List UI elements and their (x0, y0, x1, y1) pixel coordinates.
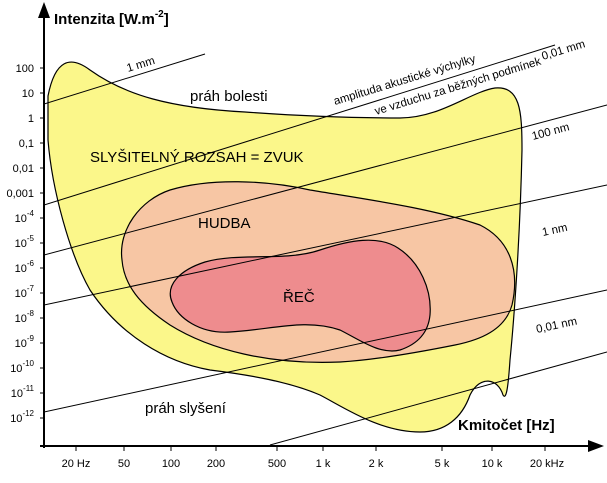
y-tick-labels: 100 10 1 0,1 0,01 0,001 10-4 10-5 10-6 1… (6, 63, 34, 425)
x-tick-label: 1 k (316, 458, 331, 470)
y-tick-label: 0,1 (19, 138, 34, 150)
y-tick-label: 1 (28, 113, 34, 125)
audible-range-label: SLYŠITELNÝ ROZSAH = ZVUK (90, 149, 304, 166)
speech-region (169, 239, 431, 352)
iso-label-0-01nm: 0,01 nm (535, 316, 578, 336)
music-label: HUDBA (198, 215, 251, 232)
x-tick-label: 10 k (482, 458, 503, 470)
iso-line-lower (269, 351, 607, 445)
x-tick-labels: 20 Hz 50 100 200 500 1 k 2 k 5 k 10 k 20… (62, 458, 565, 470)
iso-line-0-01nm (44, 289, 607, 413)
x-tick-label: 100 (162, 458, 180, 470)
x-tick-label: 20 Hz (62, 458, 91, 470)
x-tick-label: 50 (118, 458, 130, 470)
iso-line-100nm (44, 104, 607, 256)
y-axis-arrow (38, 2, 50, 18)
y-tick-label: 10-10 (10, 359, 34, 375)
y-tick-label: 10-11 (11, 384, 35, 400)
x-tick-marks (75, 446, 546, 451)
y-tick-label: 10-5 (15, 234, 35, 250)
y-tick-label: 10 (22, 88, 34, 100)
y-tick-label: 10-9 (15, 334, 35, 350)
y-tick-label: 10-12 (10, 409, 34, 425)
x-tick-label: 2 k (369, 458, 384, 470)
y-axis-title: Intenzita [W.m-2] (54, 9, 169, 28)
iso-line-1nm (44, 184, 607, 306)
iso-label-1nm: 1 nm (541, 222, 569, 239)
iso-label-0-01mm: 0,01 mm (540, 38, 586, 63)
iso-label-1mm: 1 mm (125, 55, 156, 75)
y-tick-label: 10-4 (15, 209, 35, 225)
iso-line-0-01mm (44, 44, 556, 206)
y-tick-label: 10-8 (15, 309, 35, 325)
speech-label: ŘEČ (283, 289, 315, 306)
y-tick-label: 10-7 (15, 284, 35, 300)
y-tick-label: 10-6 (15, 259, 35, 275)
iso-line-1mm (44, 53, 206, 105)
hearing-threshold-label: práh slyšení (145, 400, 227, 417)
x-axis-title: Kmitočet [Hz] (458, 417, 555, 434)
y-tick-label: 0,01 (13, 163, 34, 175)
y-tick-label: 0,001 (6, 188, 34, 200)
x-tick-label: 5 k (435, 458, 450, 470)
y-tick-marks (40, 67, 44, 419)
x-axis-arrow (588, 440, 604, 452)
pain-threshold-label: práh bolesti (190, 88, 268, 105)
iso-label-100nm: 100 nm (531, 121, 571, 143)
x-tick-label: 500 (268, 458, 286, 470)
y-tick-label: 100 (16, 63, 34, 75)
x-tick-label: 200 (207, 458, 225, 470)
x-tick-label: 20 kHz (530, 458, 564, 470)
